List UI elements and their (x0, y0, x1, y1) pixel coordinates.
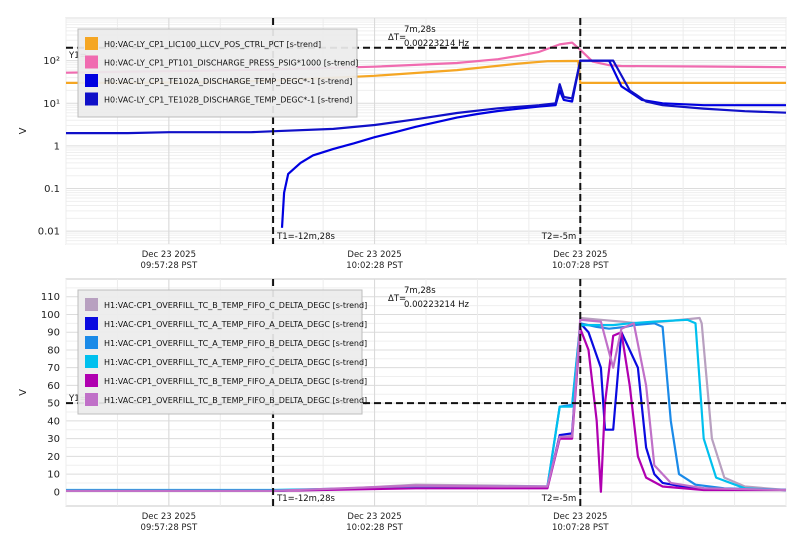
y-tick-label: 40 (47, 416, 60, 427)
legend-entry[interactable]: H0:VAC-LY_CP1_LIC100_LLCV_POS_CTRL_PCT [… (104, 40, 321, 49)
x-tick-label: 10:02:28 PST (346, 523, 403, 533)
cursor-t1-label: T1=-12m,28s (276, 494, 335, 504)
legend[interactable]: H1:VAC-CP1_OVERFILL_TC_B_TEMP_FIFO_C_DEL… (77, 289, 367, 415)
y-tick-label: 30 (47, 434, 60, 445)
x-tick-label: 10:07:28 PST (552, 523, 609, 533)
cursor-t2-label: T2=-5m (541, 494, 576, 504)
y-tick-label: 100 (41, 310, 60, 321)
cursor-y-label: Y1= (68, 51, 87, 61)
delta-label: ΔT= (388, 33, 406, 43)
y-tick-label: 10 (47, 470, 60, 481)
series-line[interactable] (280, 59, 786, 228)
legend-swatch (85, 37, 98, 50)
legend-entry[interactable]: H1:VAC-CP1_OVERFILL_TC_B_TEMP_FIFO_A_DEL… (104, 377, 367, 386)
legend-entry[interactable]: H0:VAC-LY_CP1_PT101_DISCHARGE_PRESS_PSIG… (104, 59, 358, 68)
legend-entry[interactable]: H1:VAC-CP1_OVERFILL_TC_A_TEMP_FIFO_B_DEL… (104, 339, 367, 348)
y-tick-label: 1 (54, 141, 60, 152)
y-axis-label: V (18, 127, 29, 134)
y-tick-label: 80 (47, 345, 60, 356)
y-tick-label: 60 (47, 381, 60, 392)
legend-swatch (85, 317, 98, 330)
legend-entry[interactable]: H1:VAC-CP1_OVERFILL_TC_A_TEMP_FIFO_C_DEL… (104, 358, 367, 367)
y-axis-label: V (18, 389, 29, 396)
x-tick-label: Dec 23 2025 (553, 512, 607, 522)
delta-time: 7m,28s (404, 25, 436, 35)
series-line[interactable] (66, 318, 787, 492)
y-tick-label: 50 (47, 399, 60, 410)
y-tick-label: 0.1 (44, 184, 60, 195)
legend[interactable]: H0:VAC-LY_CP1_LIC100_LLCV_POS_CTRL_PCT [… (77, 28, 358, 118)
legend-box (77, 289, 363, 415)
legend-swatch (85, 393, 98, 406)
y-tick-label: 110 (41, 292, 60, 303)
x-tick-label: Dec 23 2025 (142, 250, 196, 260)
x-tick-label: 09:57:28 PST (141, 261, 198, 271)
series-lines (66, 316, 787, 493)
legend-entry[interactable]: H1:VAC-CP1_OVERFILL_TC_A_TEMP_FIFO_A_DEL… (104, 320, 367, 329)
x-tick-label: Dec 23 2025 (553, 250, 607, 260)
y-tick-label: 10¹ (43, 99, 60, 110)
legend-swatch (85, 55, 98, 69)
delta-freq: 0.00223214 Hz (404, 300, 469, 310)
series-line[interactable] (66, 327, 786, 493)
x-tick-label: 10:07:28 PST (552, 261, 609, 271)
legend-box (77, 28, 358, 118)
delta-label: ΔT= (388, 294, 406, 304)
y-tick-label: 10² (43, 56, 60, 67)
legend-swatch (85, 374, 98, 387)
delta-time: 7m,28s (404, 286, 436, 296)
delta-freq: 0.00223214 Hz (404, 39, 469, 49)
x-tick-label: 09:57:28 PST (141, 523, 198, 533)
x-tick-label: 10:02:28 PST (346, 261, 403, 271)
x-tick-label: Dec 23 2025 (347, 512, 401, 522)
legend-entry[interactable]: H1:VAC-CP1_OVERFILL_TC_B_TEMP_FIFO_B_DEL… (104, 396, 367, 405)
y-tick-label: 0.01 (38, 227, 60, 238)
y-tick-label: 70 (47, 363, 60, 374)
y-tick-label: 0 (54, 487, 60, 498)
x-tick-label: Dec 23 2025 (347, 250, 401, 260)
y-tick-labels: 0 10 20 30 40 50 60 70 80 90 100 110 (41, 292, 60, 498)
cursor-t1-label: T1=-12m,28s (276, 232, 335, 242)
legend-swatch (85, 336, 98, 349)
y-tick-label: 90 (47, 328, 60, 339)
legend-entry[interactable]: H0:VAC-LY_CP1_TE102A_DISCHARGE_TEMP_DEGC… (104, 77, 352, 86)
grid (65, 17, 787, 245)
legend-swatch (85, 92, 98, 106)
cursor-t2-label: T2=-5m (541, 232, 576, 242)
y-tick-label: 20 (47, 452, 60, 463)
legend-entry[interactable]: H1:VAC-CP1_OVERFILL_TC_B_TEMP_FIFO_C_DEL… (104, 301, 367, 310)
legend-entry[interactable]: H0:VAC-LY_CP1_TE102B_DISCHARGE_TEMP_DEGC… (104, 96, 352, 105)
series-line[interactable] (66, 59, 787, 135)
y-tick-labels: 0.01 0.1 1 10¹ 10² (38, 56, 60, 238)
legend-swatch (85, 355, 98, 368)
x-tick-label: Dec 23 2025 (142, 512, 196, 522)
legend-swatch (85, 74, 98, 87)
legend-swatch (85, 298, 98, 311)
